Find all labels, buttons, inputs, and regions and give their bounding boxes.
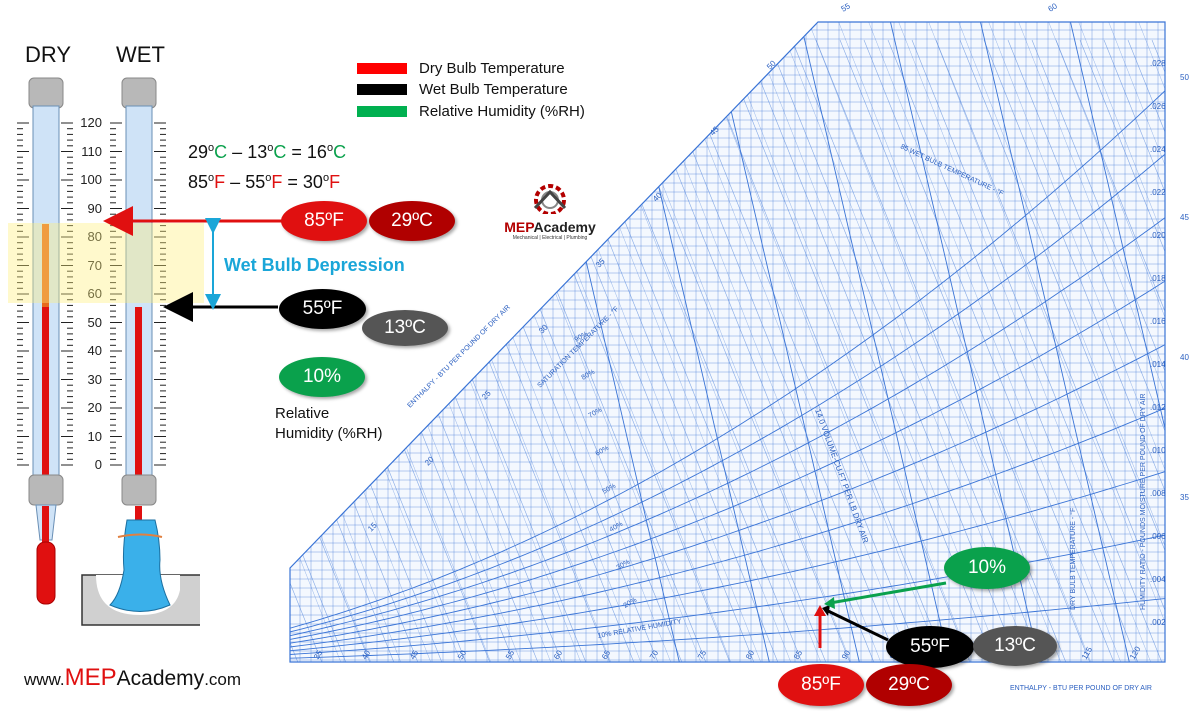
humidity-ratio-tick: .024 bbox=[1150, 145, 1166, 154]
humidity-ratio-tick: .012 bbox=[1150, 403, 1166, 412]
chart-wet-bulb-f-badge: 55ºF bbox=[886, 626, 974, 668]
rh-caption: Relative Humidity (%RH) bbox=[275, 404, 383, 444]
wet-bulb-f-badge: 55ºF bbox=[279, 289, 366, 329]
mep-academy-logo: MEPAcademy Mechanical | Electrical | Plu… bbox=[500, 178, 600, 241]
humidity-ratio-tick: .004 bbox=[1150, 575, 1166, 584]
dry-scale-ticks bbox=[17, 122, 73, 466]
wet-bulb-c-badge: 13ºC bbox=[362, 310, 448, 346]
chart-wet-bulb-c-badge: 13ºC bbox=[973, 626, 1057, 666]
legend-rh: Relative Humidity (%RH) bbox=[357, 103, 585, 120]
scale-number: 60 bbox=[87, 286, 102, 301]
humidity-ratio-tick: .028 bbox=[1150, 59, 1166, 68]
dry-column-upper bbox=[42, 224, 49, 307]
rh-caption-line2: Humidity (%RH) bbox=[275, 425, 383, 442]
scale-number: 10 bbox=[87, 428, 102, 444]
humidity-ratio-tick: .002 bbox=[1150, 618, 1166, 627]
chart-dry-bulb-f-badge: 85ºF bbox=[778, 664, 864, 706]
scale-number: 90 bbox=[87, 200, 102, 216]
dry-thermometer-title: DRY bbox=[25, 42, 72, 67]
chart-right-temp-label: 40 bbox=[1180, 353, 1189, 362]
wet-thermometer-title: WET bbox=[116, 42, 165, 67]
humidity-ratio-tick: .016 bbox=[1150, 317, 1166, 326]
fahrenheit-equation: 85oF – 55oF = 30oF bbox=[188, 172, 341, 192]
dry-thermometer bbox=[28, 77, 64, 605]
humidity-ratio-tick: .006 bbox=[1150, 532, 1166, 541]
scale-number: 30 bbox=[87, 371, 102, 387]
scale-number: 110 bbox=[81, 143, 102, 159]
dry-bulb-f-badge: 85ºF bbox=[281, 201, 367, 241]
thermometers-graphic bbox=[17, 77, 200, 626]
humidity-ratio-tick: .010 bbox=[1150, 446, 1166, 455]
chart-right-temp-label: 50 bbox=[1180, 73, 1189, 82]
scale-number: 50 bbox=[87, 314, 102, 330]
humidity-ratio-tick: .008 bbox=[1150, 489, 1166, 498]
humidity-ratio-label: HUMIDITY RATIO - POUNDS MOISTURE PER POU… bbox=[1140, 393, 1147, 610]
dry-column-lower bbox=[42, 307, 49, 477]
wet-bulb-depression-label: Wet Bulb Depression bbox=[224, 255, 405, 275]
humidity-ratio-tick: .018 bbox=[1150, 274, 1166, 283]
legend-rh-swatch bbox=[357, 106, 407, 117]
legend-wet: Wet Bulb Temperature bbox=[357, 81, 568, 98]
chart-top-label: 55 bbox=[840, 1, 853, 14]
humidity-ratio-tick: .026 bbox=[1150, 102, 1166, 111]
scale-number: 20 bbox=[87, 400, 102, 415]
rh-caption-line1: Relative bbox=[275, 405, 330, 422]
chart-right-temp-label: 35 bbox=[1180, 493, 1189, 502]
chart-right-temp-label: 45 bbox=[1180, 213, 1189, 222]
scale-number: 80 bbox=[87, 229, 102, 244]
website-url[interactable]: www.MEPAcademy.com bbox=[24, 664, 242, 691]
chart-dry-bulb-c-badge: 29ºC bbox=[866, 664, 952, 706]
wet-thermometer bbox=[81, 77, 200, 626]
scale-number: 120 bbox=[80, 115, 102, 130]
rh-badge: 10% bbox=[279, 357, 365, 397]
chart-top-label: 60 bbox=[1047, 1, 1060, 14]
gear-logo-icon bbox=[533, 184, 567, 216]
legend-wet-swatch bbox=[357, 84, 407, 95]
legend-dry-swatch bbox=[357, 63, 407, 74]
depression-highlight bbox=[8, 223, 204, 303]
scale-number: 100 bbox=[80, 172, 102, 187]
enthalpy-axis-label: ENTHALPY - BTU PER POUND OF DRY AIR bbox=[1010, 685, 1152, 692]
celsius-equation: 29oC – 13oC = 16oC bbox=[188, 142, 347, 162]
legend-dry: Dry Bulb Temperature bbox=[357, 60, 565, 77]
dry-bulb-axis-label: DRY BULB TEMPERATURE - °F bbox=[1069, 508, 1077, 610]
scale-number: 40 bbox=[87, 343, 102, 358]
scale-number: 0 bbox=[94, 457, 102, 472]
humidity-ratio-tick: .014 bbox=[1150, 360, 1166, 369]
humidity-ratio-tick: .020 bbox=[1150, 231, 1166, 240]
scale-number: 70 bbox=[87, 257, 102, 273]
humidity-ratio-tick: .022 bbox=[1150, 188, 1166, 197]
dry-bulb-c-badge: 29ºC bbox=[369, 201, 455, 241]
chart-rh-badge: 10% bbox=[944, 547, 1030, 589]
